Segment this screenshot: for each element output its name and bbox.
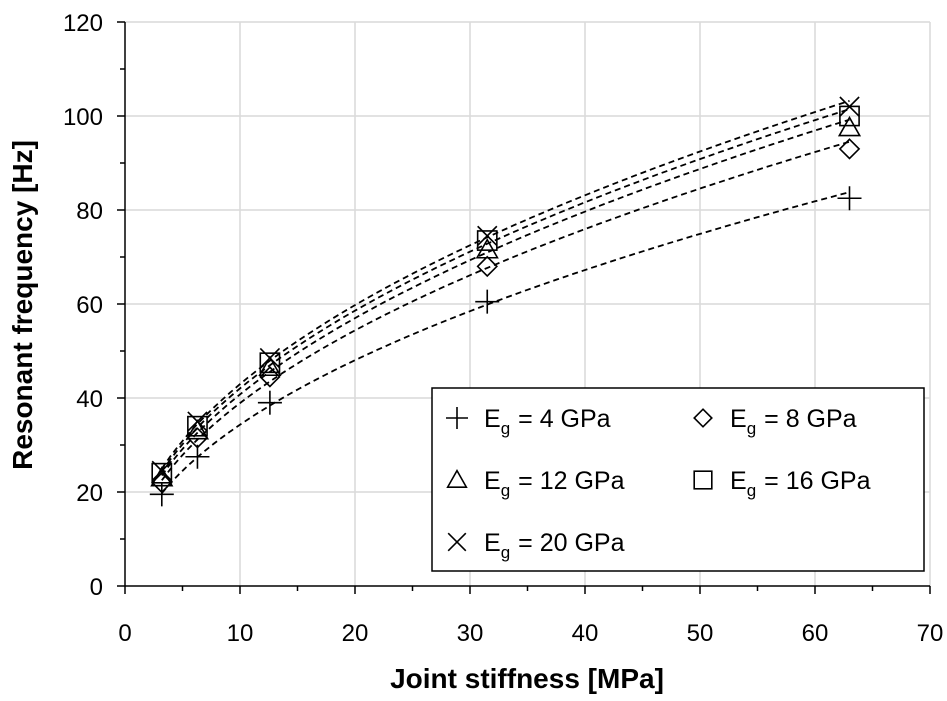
legend-marker-diamond: [693, 408, 713, 428]
y-tick-label: 100: [63, 104, 103, 131]
data-point-triangle: [837, 115, 862, 137]
data-point-diamond: [186, 427, 209, 449]
legend-box: [431, 387, 925, 572]
data-point-cross: [259, 347, 281, 369]
data-point-plus: [185, 444, 210, 469]
x-tick-label: 20: [342, 620, 369, 647]
y-tick-label: 120: [63, 10, 103, 37]
y-axis-title: Resonant frequency [Hz]: [7, 140, 38, 470]
trend-line: [161, 100, 850, 470]
data-point-square: [259, 352, 281, 374]
legend-marker-plus: [446, 407, 468, 429]
data-point-triangle: [475, 238, 499, 259]
y-tick-label: 40: [76, 386, 103, 413]
trend-line: [161, 108, 850, 473]
data-point-diamond: [259, 366, 281, 388]
trend-line: [161, 140, 850, 481]
axes: [117, 21, 931, 594]
data-point-square: [476, 230, 498, 251]
x-tick-label: 50: [687, 620, 714, 647]
data-point-triangle: [185, 419, 210, 440]
y-tick-label: 0: [90, 574, 103, 601]
data-point-plus: [257, 390, 282, 415]
x-tick-label: 40: [572, 620, 599, 647]
x-tick-label: 0: [118, 620, 131, 647]
data-point-square: [151, 462, 173, 484]
trend-line: [161, 191, 850, 494]
data-point-cross: [839, 96, 860, 117]
trend-lines: [161, 100, 850, 494]
legend-label: Eg = 8 GPa: [730, 405, 857, 438]
y-tick-label: 80: [76, 198, 103, 225]
legend: Eg = 4 GPa Eg = 8 GPa Eg = 12 GPa Eg = 16 GPa Eg…: [431, 387, 925, 572]
data-point-diamond: [838, 138, 861, 160]
data-point-triangle: [258, 355, 282, 377]
legend-marker-square: [693, 470, 713, 490]
legend-marker-triangle: [446, 469, 468, 488]
legend-marker-cross: [447, 532, 467, 552]
data-point-plus: [837, 186, 862, 211]
y-tick-label: 60: [76, 292, 103, 319]
x-tick-label: 60: [802, 620, 829, 647]
data-markers: [149, 96, 862, 507]
legend-label: Eg = 4 GPa: [484, 405, 611, 438]
x-axis-title: Joint stiffness [MPa]: [390, 663, 664, 694]
data-point-cross: [151, 460, 172, 482]
x-tick-label: 10: [227, 620, 254, 647]
data-point-cross: [477, 225, 498, 247]
legend-label: Eg = 20 GPa: [484, 529, 625, 562]
data-point-cross: [187, 411, 208, 432]
data-point-plus: [475, 289, 500, 314]
legend-label: Eg = 12 GPa: [484, 467, 625, 500]
data-point-diamond: [476, 255, 498, 278]
x-tick-label: 30: [457, 620, 484, 647]
y-tick-label: 20: [76, 480, 103, 507]
data-point-square: [187, 415, 208, 437]
x-tick-label: 70: [917, 620, 944, 647]
legend-label: Eg = 16 GPa: [730, 467, 871, 500]
trend-line: [161, 118, 850, 477]
tick-labels: 0 10 20 30 40 50 60 70 0 20 40 60 80 100 120: [63, 10, 943, 647]
